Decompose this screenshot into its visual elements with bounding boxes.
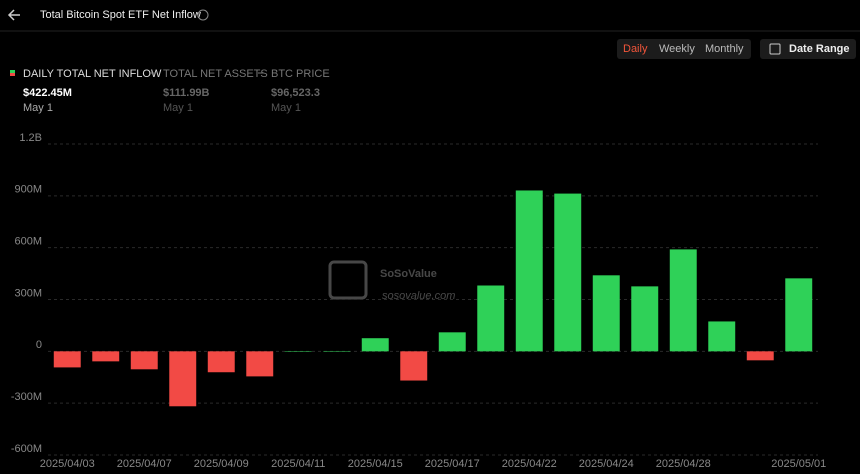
x-tick-label: 2025/04/03: [40, 458, 95, 470]
watermark-url: sosovalue.com: [382, 290, 455, 302]
bar: [323, 350, 351, 352]
y-tick-label: -600M: [11, 443, 42, 455]
bar: [53, 351, 81, 368]
calendar-icon: [769, 43, 781, 55]
y-tick-label: 300M: [14, 287, 42, 299]
period-button[interactable]: Weekly: [659, 43, 695, 55]
bar: [207, 351, 235, 373]
legend-value: $96,523.3: [271, 87, 320, 99]
x-tick-label: 2025/04/11: [271, 458, 325, 470]
bar: [169, 351, 197, 407]
x-tick-label: 2025/04/09: [194, 458, 249, 470]
legend-icon-negative: [10, 73, 15, 76]
legend-name: DAILY TOTAL NET INFLOW: [23, 68, 162, 80]
bar: [361, 338, 389, 352]
legend-name: TOTAL NET ASSETS: [163, 68, 268, 80]
legend-date: May 1: [271, 102, 301, 114]
y-tick-label: 1.2B: [19, 132, 42, 144]
bar: [515, 190, 543, 352]
x-tick-label: 2025/04/15: [348, 458, 403, 470]
period-button[interactable]: Monthly: [705, 43, 744, 55]
legend-date: May 1: [163, 102, 193, 114]
bar: [477, 285, 505, 352]
y-tick-label: 900M: [14, 184, 42, 196]
bar: [400, 351, 428, 381]
bar: [592, 275, 620, 352]
watermark: SoSoValue sosovalue.com: [328, 260, 455, 302]
y-tick-label: 600M: [14, 236, 42, 248]
y-tick-label: -300M: [11, 391, 42, 403]
legend-date: May 1: [23, 102, 53, 114]
date-range-button[interactable]: [760, 39, 856, 59]
bar: [438, 332, 466, 352]
watermark-name: SoSoValue: [380, 268, 437, 280]
info-icon[interactable]: [197, 9, 209, 21]
x-tick-label: 2025/04/24: [579, 458, 634, 470]
x-tick-label: 2025/04/17: [425, 458, 480, 470]
x-tick-label: 2025/04/22: [502, 458, 557, 470]
x-tick-label: 2025/04/07: [117, 458, 172, 470]
x-tick-label: 2025/05/01: [771, 458, 826, 470]
bar: [785, 278, 813, 352]
date-range-label[interactable]: Date Range: [789, 43, 850, 55]
period-button[interactable]: Daily: [623, 43, 648, 55]
bar: [669, 249, 697, 352]
back-button[interactable]: [7, 9, 20, 21]
bar: [554, 193, 582, 352]
period-switch: [617, 39, 751, 59]
page-title: Total Bitcoin Spot ETF Net Inflow: [40, 9, 201, 21]
x-tick-label: 2025/04/28: [656, 458, 711, 470]
bar: [746, 351, 774, 361]
legend-value: $422.45M: [23, 87, 72, 99]
legend-name: BTC PRICE: [271, 68, 330, 80]
bar: [92, 351, 120, 362]
y-tick-label: 0: [36, 339, 42, 351]
bar: [130, 351, 158, 370]
bar: [631, 286, 659, 352]
bar: [284, 351, 312, 352]
legend-value: $111.99B: [163, 87, 210, 99]
bar: [708, 321, 736, 352]
bar: [246, 351, 274, 377]
legend-icon-positive: [10, 70, 15, 73]
